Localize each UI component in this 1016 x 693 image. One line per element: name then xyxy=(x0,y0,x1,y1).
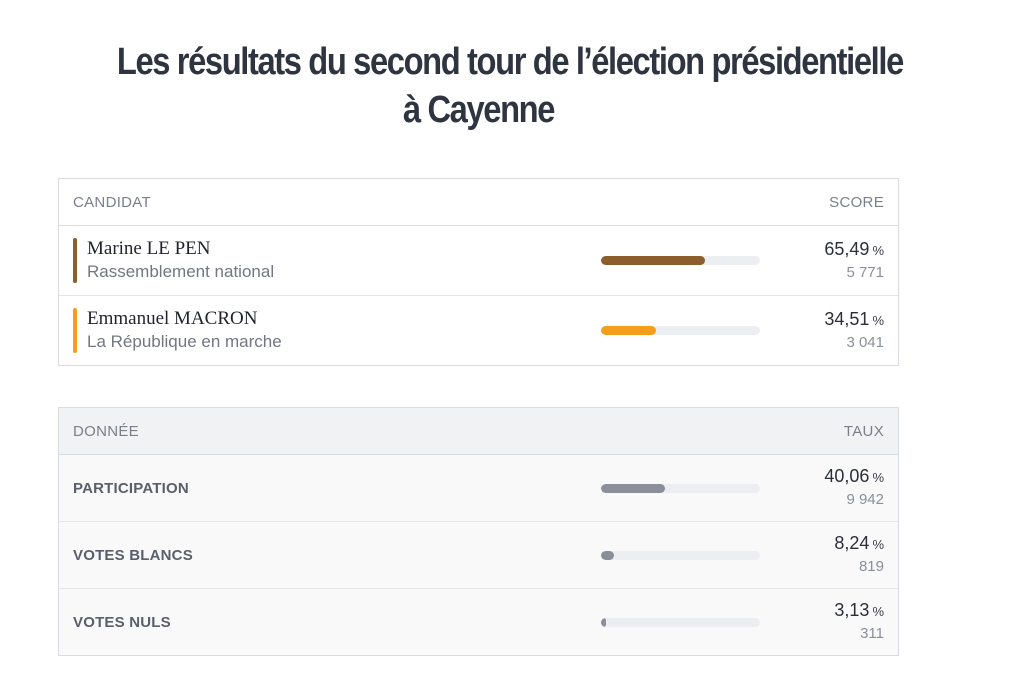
data-label: VOTES NULS xyxy=(73,613,171,631)
data-row-votes-nuls: VOTES NULS 3,13% 311 xyxy=(59,589,898,655)
percent-unit: % xyxy=(872,537,884,552)
rate-count: 311 xyxy=(860,625,884,642)
vote-count: 5 771 xyxy=(846,263,884,281)
score-bar xyxy=(601,326,760,335)
rate-bar xyxy=(601,617,760,627)
rate-count: 819 xyxy=(858,558,884,575)
score-bar xyxy=(601,256,760,265)
candidates-table-header: CANDIDAT SCORE xyxy=(59,179,898,226)
candidate-party: La République en marche xyxy=(87,332,282,351)
turnout-table-header: DONNÉE TAUX xyxy=(59,408,898,455)
percent-unit: % xyxy=(872,312,884,328)
page-title: Les résultats du second tour de l’électi… xyxy=(116,38,904,134)
candidate-color-stripe xyxy=(73,238,77,283)
header-candidat: CANDIDAT xyxy=(73,193,151,211)
rate-percent: 3,13 xyxy=(834,600,870,620)
rate-bar xyxy=(601,550,760,560)
candidate-name: Emmanuel MACRON xyxy=(87,308,258,329)
header-taux: TAUX xyxy=(843,422,884,440)
percent-unit: % xyxy=(872,242,884,258)
candidate-color-stripe xyxy=(73,308,77,353)
title-line-1: Les résultats du second tour de l’électi… xyxy=(116,41,904,83)
score-bar-fill xyxy=(601,326,656,335)
data-label: PARTICIPATION xyxy=(73,479,189,497)
rate-bar-fill xyxy=(601,483,665,493)
turnout-table: DONNÉE TAUX PARTICIPATION 40,06% 9 942 V… xyxy=(58,407,899,656)
score-percent: 65,49 xyxy=(824,238,870,259)
vote-count: 3 041 xyxy=(846,333,884,351)
header-donnee: DONNÉE xyxy=(73,422,139,440)
rate-bar-fill xyxy=(601,550,615,560)
score-bar-fill xyxy=(601,256,706,265)
data-row-votes-blancs: VOTES BLANCS 8,24% 819 xyxy=(59,522,898,589)
candidates-table: CANDIDAT SCORE Marine LE PEN Rassembleme… xyxy=(58,178,899,366)
data-row-participation: PARTICIPATION 40,06% 9 942 xyxy=(59,455,898,522)
candidate-row: Emmanuel MACRON La République en marche … xyxy=(59,296,898,365)
title-line-2: à Cayenne xyxy=(402,89,555,131)
percent-unit: % xyxy=(872,470,884,485)
score-percent: 34,51 xyxy=(824,308,870,329)
rate-bar-fill xyxy=(601,617,606,627)
rate-percent: 8,24 xyxy=(834,533,870,553)
rate-percent: 40,06 xyxy=(824,466,870,486)
rate-bar xyxy=(601,483,760,493)
candidate-name: Marine LE PEN xyxy=(87,238,211,259)
candidate-row: Marine LE PEN Rassemblement national 65,… xyxy=(59,226,898,296)
percent-unit: % xyxy=(872,604,884,619)
header-score: SCORE xyxy=(829,193,884,211)
data-label: VOTES BLANCS xyxy=(73,546,193,564)
candidate-party: Rassemblement national xyxy=(87,262,275,281)
rate-count: 9 942 xyxy=(846,491,884,508)
